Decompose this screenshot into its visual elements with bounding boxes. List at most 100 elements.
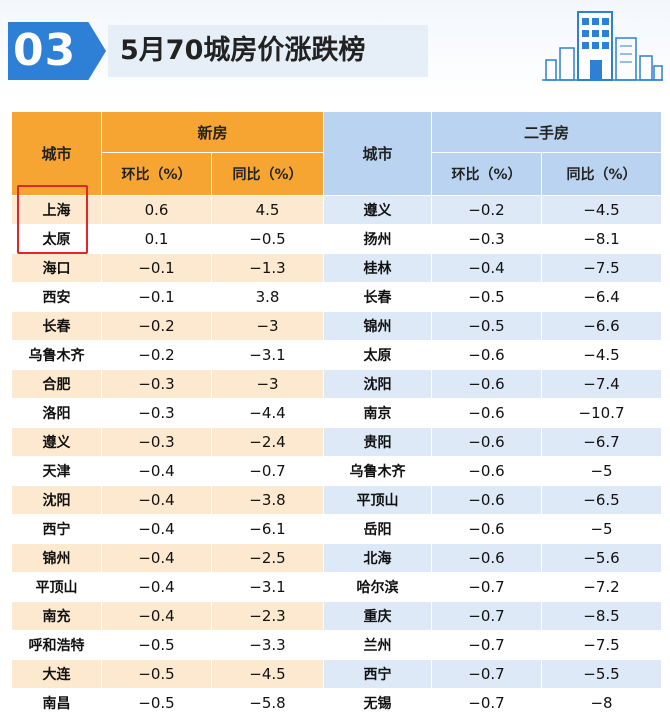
- new-yoy-cell: −1.3: [210, 253, 325, 283]
- new-yoy-cell: −3.1: [210, 572, 325, 602]
- old-mom-cell: −0.3: [431, 224, 543, 254]
- old-yoy-cell: −8.1: [541, 224, 663, 254]
- new-mom-cell: −0.4: [101, 456, 212, 486]
- old-yoy-cell: −6.4: [541, 282, 663, 312]
- new-city-cell: 天津: [11, 456, 102, 486]
- old-mom-cell: −0.6: [431, 514, 543, 544]
- new-mom-cell: −0.4: [101, 514, 212, 544]
- old-yoy-cell: −5: [541, 514, 663, 544]
- column-header-new-house: 新房: [100, 111, 325, 153]
- new-yoy-cell: −3.1: [210, 340, 325, 370]
- table-row: 海口 −0.1 −1.3 桂林 −0.4 −7.5: [11, 253, 663, 283]
- table-row: 西安 −0.1 3.8 长春 −0.5 −6.4: [11, 282, 663, 312]
- old-city-cell: 太原: [323, 340, 433, 370]
- new-yoy-cell: −3: [210, 369, 325, 399]
- new-mom-cell: −0.2: [101, 340, 212, 370]
- table-row: 乌鲁木齐 −0.2 −3.1 太原 −0.6 −4.5: [11, 340, 663, 370]
- new-yoy-cell: −3.8: [210, 485, 325, 515]
- new-yoy-cell: 4.5: [210, 195, 325, 225]
- old-yoy-cell: −7.5: [541, 253, 663, 283]
- old-city-cell: 乌鲁木齐: [323, 456, 433, 486]
- table-row: 合肥 −0.3 −3 沈阳 −0.6 −7.4: [11, 369, 663, 399]
- table-row: 南昌 −0.5 −5.8 无锡 −0.7 −8: [11, 688, 663, 718]
- old-yoy-cell: −4.5: [541, 195, 663, 225]
- old-city-cell: 北海: [323, 543, 433, 573]
- new-mom-cell: −0.5: [101, 688, 212, 718]
- new-city-cell: 长春: [11, 311, 102, 341]
- old-city-cell: 锦州: [323, 311, 433, 341]
- new-city-cell: 合肥: [11, 369, 102, 399]
- column-header-new-mom: 环比（%）: [101, 152, 212, 196]
- old-mom-cell: −0.6: [431, 543, 543, 573]
- old-mom-cell: −0.4: [431, 253, 543, 283]
- old-city-cell: 桂林: [323, 253, 433, 283]
- city-buildings-icon: [542, 11, 663, 81]
- new-mom-cell: −0.3: [101, 427, 212, 457]
- old-yoy-cell: −7.4: [541, 369, 663, 399]
- table-row: 太原 0.1 −0.5 扬州 −0.3 −8.1: [11, 224, 663, 254]
- new-mom-cell: −0.5: [101, 630, 212, 660]
- old-city-cell: 西宁: [323, 659, 433, 689]
- new-mom-cell: −0.4: [101, 572, 212, 602]
- old-yoy-cell: −6.7: [541, 427, 663, 457]
- new-mom-cell: −0.4: [101, 485, 212, 515]
- new-yoy-cell: −2.4: [210, 427, 325, 457]
- table-row: 上海 0.6 4.5 遵义 −0.2 −4.5: [11, 195, 663, 225]
- old-city-cell: 扬州: [323, 224, 433, 254]
- old-mom-cell: −0.6: [431, 456, 543, 486]
- old-city-cell: 沈阳: [323, 369, 433, 399]
- new-yoy-cell: −4.4: [210, 398, 325, 428]
- new-yoy-cell: −4.5: [210, 659, 325, 689]
- table-row: 平顶山 −0.4 −3.1 哈尔滨 −0.7 −7.2: [11, 572, 663, 602]
- new-yoy-cell: −0.7: [210, 456, 325, 486]
- column-header-new-yoy: 同比（%）: [210, 152, 325, 196]
- header-banner: 03 5月70城房价涨跌榜: [0, 0, 670, 100]
- old-yoy-cell: −8.5: [541, 601, 663, 631]
- old-city-cell: 南京: [323, 398, 433, 428]
- old-city-cell: 无锡: [323, 688, 433, 718]
- old-yoy-cell: −7.2: [541, 572, 663, 602]
- column-header-city-second-hand: 城市: [323, 111, 433, 196]
- column-header-old-mom: 环比（%）: [431, 152, 543, 196]
- new-yoy-cell: −6.1: [210, 514, 325, 544]
- title-background: [108, 25, 428, 77]
- new-mom-cell: −0.2: [101, 311, 212, 341]
- old-mom-cell: −0.6: [431, 485, 543, 515]
- section-number: 03: [13, 25, 77, 76]
- new-yoy-cell: 3.8: [210, 282, 325, 312]
- old-yoy-cell: −8: [541, 688, 663, 718]
- new-mom-cell: −0.5: [101, 659, 212, 689]
- old-city-cell: 长春: [323, 282, 433, 312]
- new-city-cell: 大连: [11, 659, 102, 689]
- old-mom-cell: −0.6: [431, 369, 543, 399]
- old-mom-cell: −0.6: [431, 427, 543, 457]
- new-city-cell: 南充: [11, 601, 102, 631]
- table-row: 呼和浩特 −0.5 −3.3 兰州 −0.7 −7.5: [11, 630, 663, 660]
- new-city-cell: 沈阳: [11, 485, 102, 515]
- new-mom-cell: 0.6: [101, 195, 212, 225]
- table-row: 长春 −0.2 −3 锦州 −0.5 −6.6: [11, 311, 663, 341]
- old-yoy-cell: −6.5: [541, 485, 663, 515]
- old-city-cell: 兰州: [323, 630, 433, 660]
- old-mom-cell: −0.2: [431, 195, 543, 225]
- old-city-cell: 平顶山: [323, 485, 433, 515]
- table-row: 沈阳 −0.4 −3.8 平顶山 −0.6 −6.5: [11, 485, 663, 515]
- old-city-cell: 哈尔滨: [323, 572, 433, 602]
- column-header-old-yoy: 同比（%）: [541, 152, 663, 196]
- new-yoy-cell: −3.3: [210, 630, 325, 660]
- old-city-cell: 遵义: [323, 195, 433, 225]
- old-mom-cell: −0.7: [431, 601, 543, 631]
- old-yoy-cell: −5: [541, 456, 663, 486]
- highlight-box: [17, 185, 88, 254]
- old-mom-cell: −0.5: [431, 311, 543, 341]
- new-city-cell: 乌鲁木齐: [11, 340, 102, 370]
- table-row: 遵义 −0.3 −2.4 贵阳 −0.6 −6.7: [11, 427, 663, 457]
- old-city-cell: 重庆: [323, 601, 433, 631]
- table-row: 南充 −0.4 −2.3 重庆 −0.7 −8.5: [11, 601, 663, 631]
- column-header-second-hand: 二手房: [431, 111, 663, 153]
- new-yoy-cell: −3: [210, 311, 325, 341]
- old-yoy-cell: −5.6: [541, 543, 663, 573]
- new-mom-cell: −0.1: [101, 253, 212, 283]
- new-city-cell: 平顶山: [11, 572, 102, 602]
- old-city-cell: 岳阳: [323, 514, 433, 544]
